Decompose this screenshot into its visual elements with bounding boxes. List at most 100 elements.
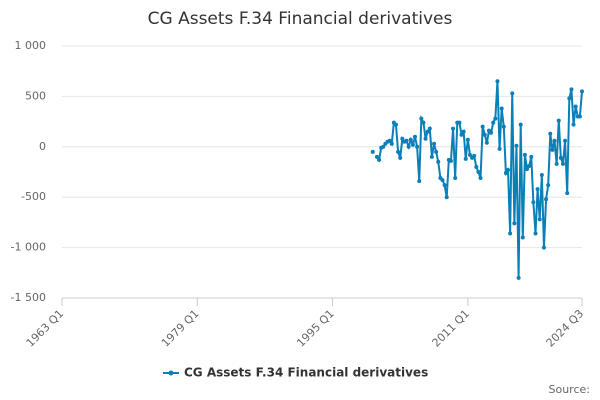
data-point bbox=[478, 176, 483, 181]
data-point bbox=[404, 138, 409, 143]
data-point bbox=[482, 132, 487, 137]
data-point bbox=[531, 200, 536, 205]
data-point bbox=[518, 122, 523, 127]
data-point bbox=[453, 176, 458, 181]
data-point bbox=[537, 217, 542, 222]
data-point bbox=[539, 173, 544, 178]
data-point bbox=[457, 120, 462, 125]
data-point bbox=[569, 87, 574, 92]
data-point bbox=[459, 132, 464, 137]
data-point bbox=[573, 104, 578, 109]
data-point bbox=[548, 131, 553, 136]
data-point bbox=[497, 146, 502, 151]
data-point bbox=[560, 161, 565, 166]
data-point bbox=[535, 187, 540, 192]
data-point bbox=[503, 171, 508, 176]
data-point bbox=[491, 120, 496, 125]
data-point bbox=[472, 153, 477, 158]
data-point bbox=[442, 183, 447, 188]
data-point bbox=[577, 114, 582, 119]
x-tick-label: 1995 Q1 bbox=[294, 307, 337, 350]
data-point bbox=[563, 138, 568, 143]
data-point bbox=[550, 147, 555, 152]
data-point bbox=[533, 231, 538, 236]
data-point bbox=[541, 245, 546, 250]
data-point bbox=[440, 178, 445, 183]
data-point bbox=[370, 149, 375, 154]
data-point bbox=[565, 191, 570, 196]
data-point bbox=[495, 79, 500, 84]
data-point bbox=[427, 126, 432, 131]
data-point bbox=[567, 96, 572, 101]
data-point bbox=[489, 130, 494, 135]
x-tick-label: 2011 Q1 bbox=[430, 307, 473, 350]
data-point bbox=[506, 167, 511, 172]
data-point bbox=[423, 136, 428, 141]
data-point bbox=[396, 149, 401, 154]
data-point bbox=[413, 134, 418, 139]
data-point bbox=[434, 149, 439, 154]
data-point bbox=[432, 141, 437, 146]
y-tick-label: 500 bbox=[25, 89, 46, 102]
data-point bbox=[393, 122, 398, 127]
data-point bbox=[425, 129, 430, 134]
data-point bbox=[554, 161, 559, 166]
legend-marker bbox=[168, 370, 174, 376]
data-point bbox=[580, 89, 584, 94]
y-tick-label: -1 500 bbox=[11, 291, 46, 304]
source-label: Source: bbox=[549, 383, 591, 396]
data-point bbox=[516, 275, 521, 280]
data-point bbox=[374, 154, 379, 159]
data-point bbox=[529, 154, 534, 159]
data-point bbox=[558, 155, 563, 160]
data-point bbox=[398, 155, 403, 160]
data-point bbox=[389, 141, 394, 146]
data-point bbox=[381, 144, 386, 149]
data-point bbox=[552, 138, 557, 143]
data-point bbox=[522, 152, 527, 157]
data-point bbox=[410, 142, 415, 147]
y-tick-label: -1 000 bbox=[11, 241, 46, 254]
data-point bbox=[465, 137, 470, 142]
data-point bbox=[571, 122, 576, 127]
data-point bbox=[415, 144, 420, 149]
data-point bbox=[544, 197, 549, 202]
x-tick-label: 1963 Q1 bbox=[24, 307, 67, 350]
data-point bbox=[514, 143, 519, 148]
data-point bbox=[484, 140, 489, 145]
data-point bbox=[527, 163, 532, 168]
data-point bbox=[421, 120, 426, 125]
data-point bbox=[387, 138, 392, 143]
x-tick-label: 2024 Q3 bbox=[544, 307, 587, 350]
data-point bbox=[419, 116, 424, 121]
data-point bbox=[377, 157, 382, 162]
data-point bbox=[520, 235, 525, 240]
data-point bbox=[476, 170, 481, 174]
chart-title: CG Assets F.34 Financial derivatives bbox=[148, 9, 453, 29]
data-point bbox=[461, 129, 466, 134]
data-point bbox=[546, 183, 551, 188]
data-point bbox=[406, 144, 411, 149]
data-point bbox=[463, 156, 468, 161]
data-point bbox=[525, 166, 530, 171]
y-tick-label: 1 000 bbox=[15, 39, 47, 52]
data-point bbox=[510, 91, 515, 96]
legend-label: CG Assets F.34 Financial derivatives bbox=[184, 366, 428, 380]
y-tick-label: -500 bbox=[21, 190, 46, 203]
data-point bbox=[556, 118, 561, 123]
data-point bbox=[512, 221, 517, 226]
data-point bbox=[480, 124, 485, 129]
data-point bbox=[493, 116, 498, 121]
data-point bbox=[499, 106, 504, 111]
data-point bbox=[417, 179, 422, 184]
data-point bbox=[400, 136, 405, 141]
data-point bbox=[408, 137, 413, 142]
data-point bbox=[429, 154, 434, 159]
data-point bbox=[508, 231, 513, 236]
data-point bbox=[444, 195, 449, 200]
data-point bbox=[474, 164, 479, 169]
data-point bbox=[451, 126, 456, 131]
data-point bbox=[501, 124, 506, 129]
x-tick-label: 1979 Q1 bbox=[159, 307, 202, 350]
